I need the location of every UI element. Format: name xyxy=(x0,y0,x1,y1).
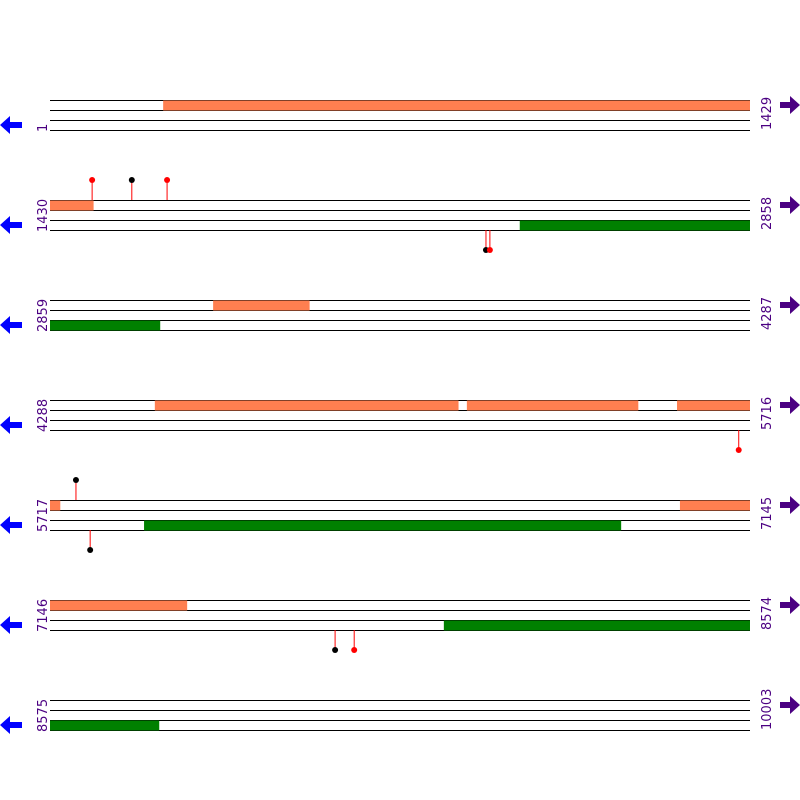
start-label: 1430 xyxy=(36,199,51,232)
marker xyxy=(486,247,493,253)
left-arrow xyxy=(0,416,22,434)
right-arrow xyxy=(780,596,800,614)
right-arrow xyxy=(780,296,800,314)
feature xyxy=(50,600,188,611)
end-label: 7145 xyxy=(760,497,775,530)
feature xyxy=(50,500,61,511)
end-label: 8574 xyxy=(760,597,775,630)
feature xyxy=(677,400,750,411)
left-arrow xyxy=(0,316,22,334)
left-arrow xyxy=(0,616,22,634)
left-arrow xyxy=(0,116,22,134)
left-arrow xyxy=(0,716,22,734)
feature xyxy=(50,320,161,331)
feature xyxy=(144,520,622,531)
end-label: 1429 xyxy=(760,97,775,130)
start-label: 5717 xyxy=(36,499,51,532)
feature xyxy=(443,620,750,631)
marker xyxy=(735,447,742,453)
right-arrow xyxy=(780,396,800,414)
marker xyxy=(351,647,358,653)
right-arrow xyxy=(780,496,800,514)
feature xyxy=(50,720,160,731)
right-arrow xyxy=(780,96,800,114)
feature xyxy=(679,500,750,511)
feature xyxy=(163,100,750,111)
marker xyxy=(89,177,96,183)
feature xyxy=(213,300,310,311)
end-label: 2858 xyxy=(760,197,775,230)
start-label: 7146 xyxy=(36,599,51,632)
marker xyxy=(72,477,79,483)
start-label: 8575 xyxy=(36,699,51,732)
right-arrow xyxy=(780,196,800,214)
left-arrow xyxy=(0,516,22,534)
marker xyxy=(128,177,135,183)
start-label: 2859 xyxy=(36,299,51,332)
right-arrow xyxy=(780,696,800,714)
start-label: 1 xyxy=(36,124,51,132)
left-arrow xyxy=(0,216,22,234)
end-label: 5716 xyxy=(760,397,775,430)
feature xyxy=(519,220,750,231)
start-label: 4288 xyxy=(36,399,51,432)
marker xyxy=(87,547,94,553)
marker xyxy=(332,647,339,653)
feature xyxy=(50,200,94,211)
feature xyxy=(154,400,459,411)
end-label: 10003 xyxy=(760,689,775,730)
marker xyxy=(164,177,171,183)
end-label: 4287 xyxy=(760,297,775,330)
feature xyxy=(466,400,639,411)
